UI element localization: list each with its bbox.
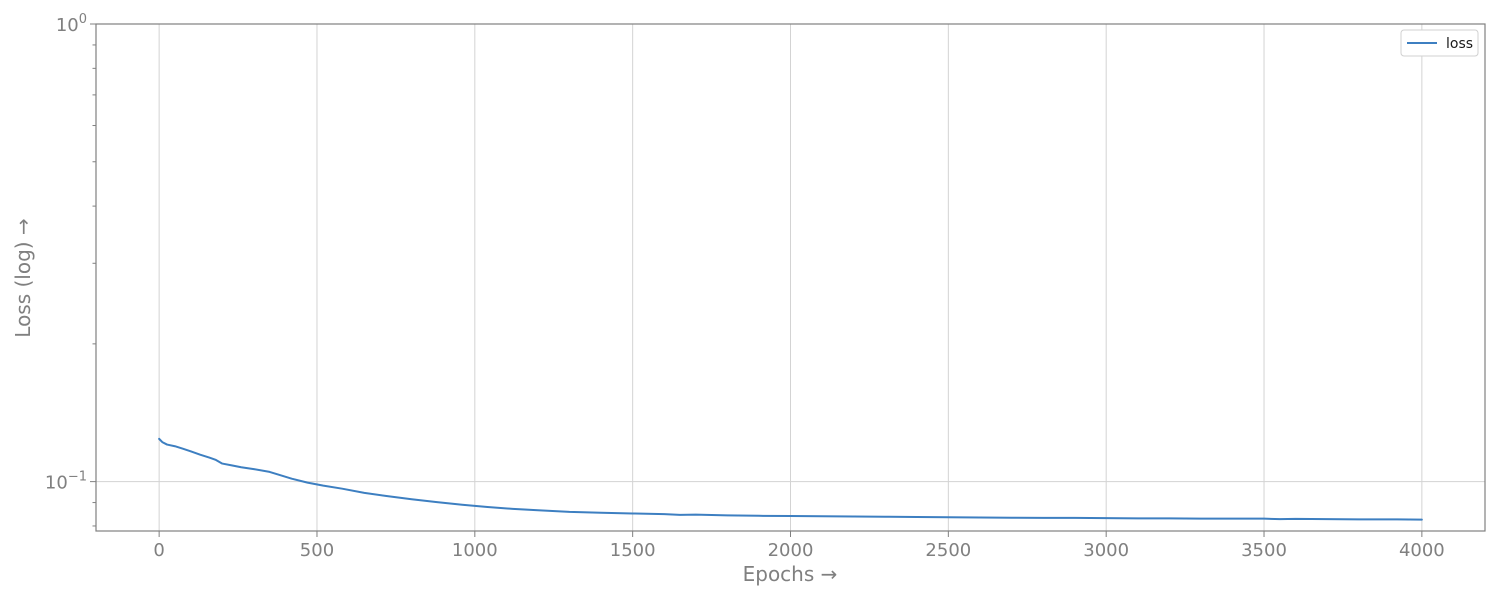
legend-box	[1400, 29, 1479, 57]
legend-label-loss: loss	[1446, 36, 1473, 52]
x-tick-label: 2000	[768, 540, 814, 561]
series-line-loss	[158, 437, 1423, 521]
x-tick-label: 4000	[1399, 540, 1445, 561]
series-layer	[158, 437, 1423, 521]
y-axis-label: Loss (log) →	[11, 218, 35, 337]
x-axis-label: Epochs →	[743, 562, 838, 586]
y-tick-label: 100	[56, 12, 87, 36]
x-tick-label: 1000	[452, 540, 498, 561]
legend: loss	[1400, 29, 1479, 57]
x-tick-label: 500	[300, 540, 334, 561]
x-axis: 0 500 1000 1500 2000 2500 3000 3500 4000	[153, 531, 1445, 561]
y-tick-label: 10−1	[45, 470, 87, 494]
x-tick-label: 3000	[1083, 540, 1129, 561]
x-tick-label: 2500	[925, 540, 971, 561]
y-axis: 100 10−1	[45, 12, 96, 527]
x-tick-label: 1500	[610, 540, 656, 561]
x-tick-label: 0	[153, 540, 164, 561]
x-tick-label: 3500	[1241, 540, 1287, 561]
